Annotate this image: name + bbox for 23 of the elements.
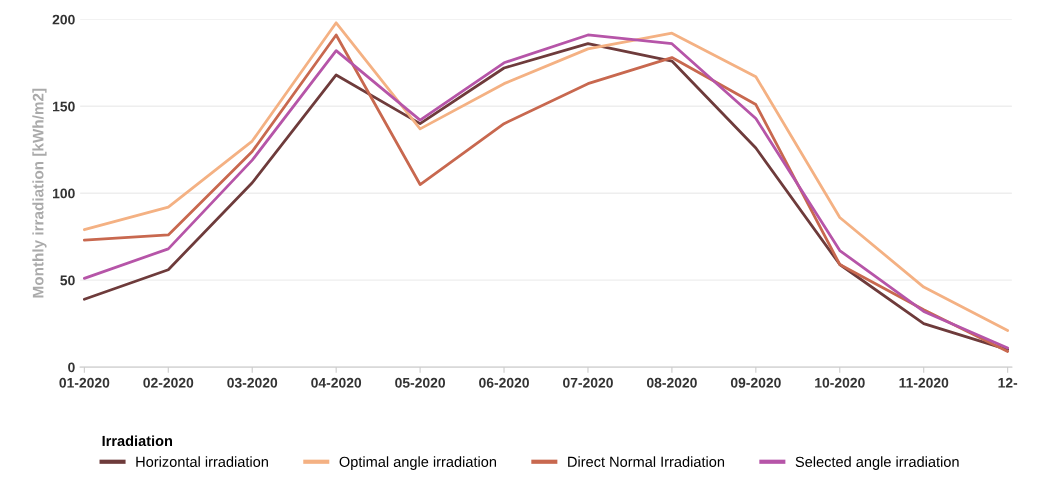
y-tick-label: 150 [53, 101, 75, 112]
x-tick-label: 11-2020 [899, 377, 949, 388]
x-tick-label: 01-2020 [59, 377, 110, 388]
y-axis-title: Monthly irradiation [kWh/m2] [32, 88, 47, 298]
y-tick-label: 50 [60, 275, 75, 286]
legend-label: Selected angle irradiation [795, 456, 959, 470]
legend-label: Horizontal irradiation [136, 456, 268, 467]
y-tick-label: 100 [53, 188, 75, 199]
x-tick-label: 12- [998, 377, 1018, 388]
x-tick-label: 05-2020 [395, 377, 446, 388]
y-tick-label: 200 [52, 14, 75, 25]
x-tick-label: 04-2020 [311, 377, 362, 388]
x-tick-label: 02-2020 [143, 377, 194, 388]
y-tick-label: 0 [68, 362, 75, 373]
x-tick-label: 07-2020 [563, 377, 613, 388]
x-tick-label: 03-2020 [227, 377, 278, 388]
x-tick-label: 08-2020 [646, 377, 697, 388]
legend-label: Optimal angle irradiation [339, 456, 497, 470]
x-tick-label: 10-2020 [815, 377, 865, 388]
legend-title: Irradiation [102, 435, 173, 447]
legend-label: Direct Normal Irradiation [568, 456, 725, 467]
x-tick-label: 09-2020 [730, 377, 781, 388]
x-tick-label: 06-2020 [479, 377, 529, 388]
